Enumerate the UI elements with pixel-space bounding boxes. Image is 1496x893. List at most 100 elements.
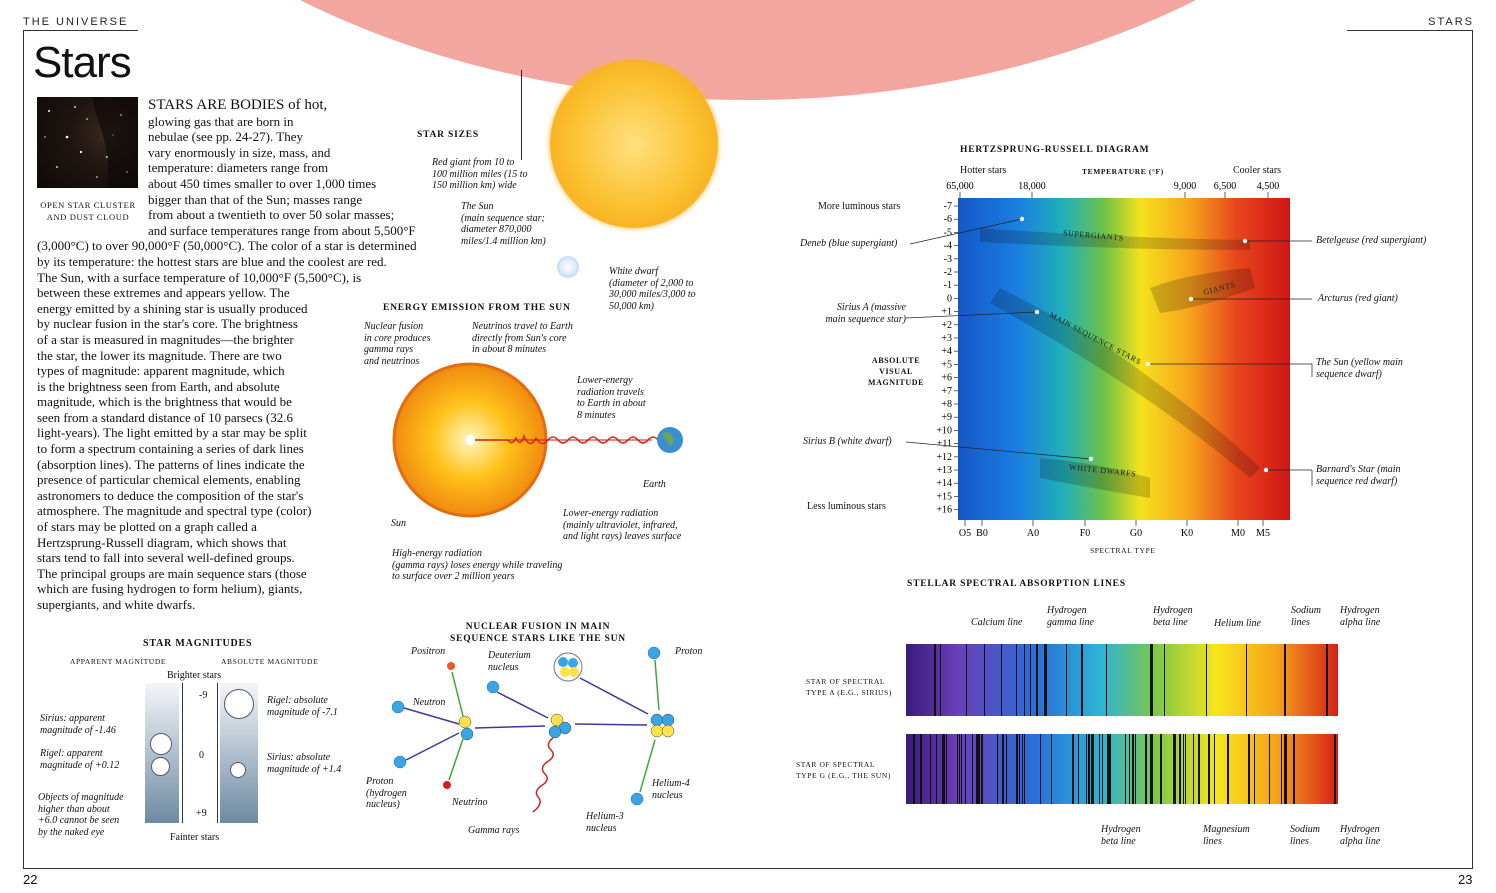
- h-alpha-bot-label: Hydrogen alpha line: [1340, 824, 1381, 847]
- hr-y-tick: -7: [944, 201, 952, 212]
- white-dwarf-label: White dwarf (diameter of 2,000 to 30,000 m…: [609, 266, 696, 312]
- absorption-line: [1040, 734, 1041, 804]
- hr-y-tick: +4: [941, 346, 952, 357]
- absorption-line: [1269, 734, 1270, 804]
- absorption-line: [1209, 734, 1210, 804]
- sun-label: Sun: [391, 518, 406, 529]
- hr-y-tick: +9: [941, 412, 952, 423]
- absorption-line: [978, 734, 980, 804]
- hr-y-tick: +14: [936, 478, 952, 489]
- brighter-label: Brighter stars: [167, 670, 222, 681]
- absorption-line: [930, 734, 931, 804]
- absorption-line: [943, 734, 945, 804]
- absorption-line: [1150, 644, 1153, 716]
- absorption-line: [1185, 734, 1186, 804]
- intro-line: astronomers to deduce the composition of…: [37, 487, 304, 503]
- hr-title: HERTZSPRUNG-RUSSELL DIAGRAM: [960, 145, 1150, 155]
- magnitudes-title: STAR MAGNITUDES: [143, 638, 253, 649]
- high-energy-label: High-energy radiation (gamma rays) loses …: [392, 548, 563, 582]
- absorption-line: [1001, 644, 1002, 716]
- absorption-line: [1088, 734, 1089, 804]
- intro-line: about 450 times smaller to over 1,000 ti…: [148, 175, 377, 191]
- absorption-line: [1024, 644, 1025, 716]
- sirius-a-label: Sirius A (massive main sequence star): [825, 302, 906, 325]
- intro-line: presence of particular chemical elements…: [37, 472, 301, 488]
- intro-line: (absorption lines). The patterns of line…: [37, 456, 305, 472]
- absorption-line: [966, 644, 967, 716]
- hr-xlabel: SPECTRAL TYPE: [1090, 546, 1156, 555]
- barnard-label: Barnard's Star (main sequence red dwarf): [1316, 464, 1401, 487]
- absorption-line: [1254, 734, 1255, 804]
- intro-line: atmosphere. The magnitude and spectral t…: [37, 503, 312, 519]
- absorption-line: [1132, 734, 1134, 804]
- absorption-line: [1214, 734, 1215, 804]
- absorption-line: [936, 734, 937, 804]
- rigel-absolute-label: Rigel: absolute magnitude of -7.1: [267, 695, 338, 718]
- hr-x-tick: A0: [1027, 528, 1039, 539]
- earth-label: Earth: [643, 479, 666, 490]
- absorption-line: [1002, 734, 1003, 804]
- white-dwarf: [557, 256, 579, 278]
- absorption-line: [1164, 644, 1165, 716]
- absorption-line: [972, 734, 973, 804]
- absorption-line: [913, 734, 914, 804]
- hr-y-tick: +11: [937, 439, 952, 450]
- absorption-line: [959, 734, 960, 804]
- intro-line: vary enormously in size, mass, and: [148, 144, 331, 160]
- intro-line: temperature: diameters range from: [148, 160, 329, 176]
- fusion-diagram: [391, 646, 675, 813]
- absorption-line: [1078, 734, 1079, 804]
- more-luminous-label: More luminous stars: [818, 201, 901, 212]
- mag-tick-mid: 0: [199, 750, 204, 761]
- intro-line: stars tend to fall into several well-def…: [37, 550, 295, 566]
- hr-y-tick: +16: [936, 505, 952, 516]
- intro-line: which are fusing hydrogen to form helium…: [37, 581, 303, 597]
- hr-y-tick: +5: [941, 359, 952, 370]
- hr-temp-tick: 4,500: [1257, 181, 1280, 192]
- absorption-line: [981, 734, 983, 804]
- helium-label: Helium line: [1214, 618, 1261, 629]
- header-left: THE UNIVERSE: [23, 16, 129, 28]
- magnesium-label: Magnesium lines: [1203, 824, 1250, 847]
- absorption-line: [1110, 734, 1111, 804]
- intro-line: from about a twentieth to over 50 solar …: [148, 207, 395, 223]
- temp-label: TEMPERATURE (°F): [1082, 167, 1164, 176]
- intro-line: types of magnitude: apparent magnitude, …: [37, 363, 285, 379]
- spectra-title: STELLAR SPECTRAL ABSORPTION LINES: [907, 579, 1126, 589]
- absorption-line: [1044, 644, 1047, 716]
- intro-line: by its temperature: the hottest stars ar…: [37, 253, 387, 269]
- absorption-line: [1108, 734, 1110, 804]
- hr-x-tick: F0: [1080, 528, 1091, 539]
- sirius-absolute-label: Sirius: absolute magnitude of +1.4: [267, 752, 342, 775]
- spectrum-row-a-label: STAR OF SPECTRAL TYPE A (e.g., SIRIUS): [806, 677, 892, 697]
- intro-line: The Sun, with a surface temperature of 1…: [37, 269, 362, 285]
- absorption-line: [1099, 734, 1100, 804]
- fainter-label: Fainter stars: [170, 832, 220, 843]
- absorption-line: [920, 734, 922, 804]
- absorption-line: [965, 734, 966, 804]
- absorption-line: [1206, 644, 1207, 716]
- hr-ylabel: ABSOLUTE VISUAL MAGNITUDE: [867, 356, 925, 387]
- less-luminous-label: Less luminous stars: [807, 501, 886, 512]
- page-title: Stars: [33, 38, 132, 87]
- absorption-line: [1146, 734, 1147, 804]
- page-number-right: 23: [1458, 872, 1473, 887]
- intro-line: and surface temperatures range from abou…: [148, 222, 416, 238]
- rigel-apparent-label: Rigel: apparent magnitude of +0.12: [40, 748, 120, 771]
- sun-size-label: The Sun (main sequence star; diameter 870,…: [461, 201, 546, 247]
- intro-line: by nuclear fusion in the star's core. Th…: [37, 316, 298, 332]
- absorption-line: [1284, 734, 1287, 804]
- lower-travel-label: Lower-energy radiation travels to Earth in…: [577, 375, 646, 421]
- absorption-line: [1193, 734, 1194, 804]
- sirius-apparent-label: Sirius: apparent magnitude of -1.46: [40, 713, 116, 736]
- fusion-title: NUCLEAR FUSION IN MAIN SEQUENCE STARS LIK…: [450, 622, 626, 644]
- cooler-label: Cooler stars: [1233, 165, 1282, 176]
- hr-y-tick: +10: [936, 425, 952, 436]
- absorption-line: [997, 734, 998, 804]
- hr-y-tick: +1: [941, 307, 952, 318]
- absorption-line: [942, 734, 943, 804]
- intro-line: supergiants, and white dwarfs.: [37, 597, 196, 612]
- absorption-line: [1173, 734, 1175, 804]
- absorption-line: [1081, 644, 1083, 716]
- objects-label: Objects of magnitude higher than about +6.…: [38, 792, 124, 838]
